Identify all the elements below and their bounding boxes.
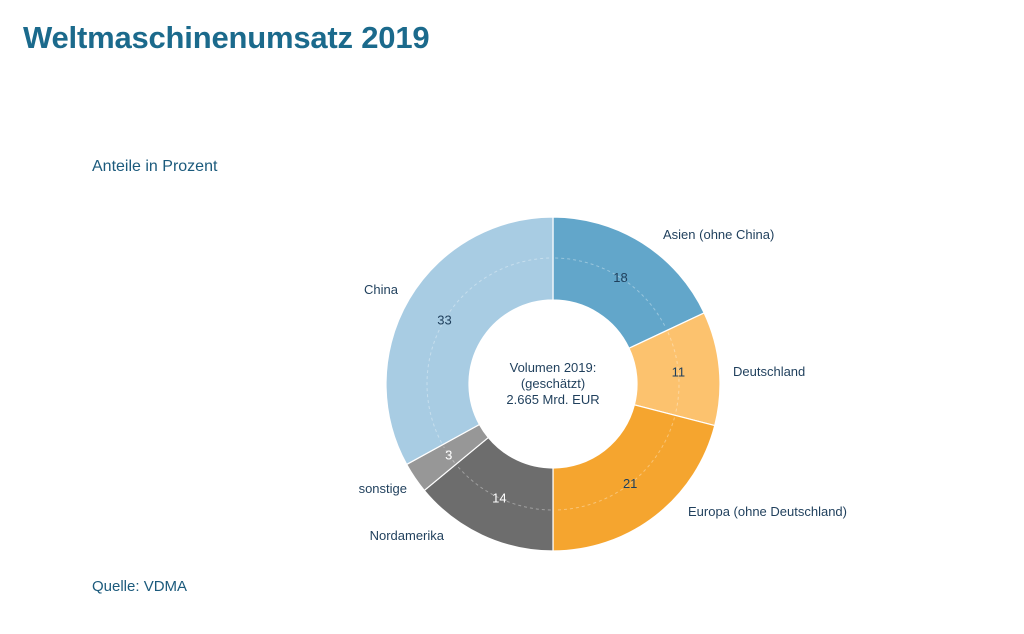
slice-value-label: 33 <box>437 312 451 327</box>
donut-guide-ring <box>426 257 680 511</box>
center-label: Volumen 2019:(geschätzt)2.665 Mrd. EUR <box>506 360 599 407</box>
slice-category-label: China <box>364 282 399 297</box>
slice-guide-arc <box>555 257 667 329</box>
source-note: Quelle: VDMA <box>92 578 188 595</box>
slice-value-label: 14 <box>492 491 506 506</box>
category-labels: Asien (ohne China) Deutschland Europa (ohn… <box>359 227 847 543</box>
donut-slice <box>552 404 716 552</box>
slice-guide-arc <box>555 417 675 511</box>
slice-value-label: 18 <box>613 270 627 285</box>
chart-title: Weltmaschinenumsatz 2019 <box>23 20 430 55</box>
slice-category-label: Asien (ohne China) <box>663 227 774 242</box>
slice-category-label: Nordamerika <box>370 528 445 543</box>
slice-category-label: sonstige <box>359 481 407 496</box>
slice-category-label: Deutschland <box>733 364 805 379</box>
donut-slices <box>385 216 721 552</box>
slice-value-label: 3 <box>445 447 452 462</box>
donut-slice <box>385 216 554 466</box>
center-label-line: Volumen 2019: <box>510 360 597 375</box>
slice-guide-arc <box>443 446 455 463</box>
chart-subtitle: Anteile in Prozent <box>92 158 218 175</box>
center-label-line: 2.665 Mrd. EUR <box>506 392 599 407</box>
slice-value-label: 11 <box>672 365 686 380</box>
slice-guide-arc <box>667 332 680 414</box>
center-label-line: (geschätzt) <box>521 376 585 391</box>
donut-slice <box>552 216 705 350</box>
slice-value-label: 21 <box>623 476 637 491</box>
slice-category-label: Europa (ohne Deutschland) <box>688 504 847 519</box>
slice-guide-arc <box>426 257 551 443</box>
